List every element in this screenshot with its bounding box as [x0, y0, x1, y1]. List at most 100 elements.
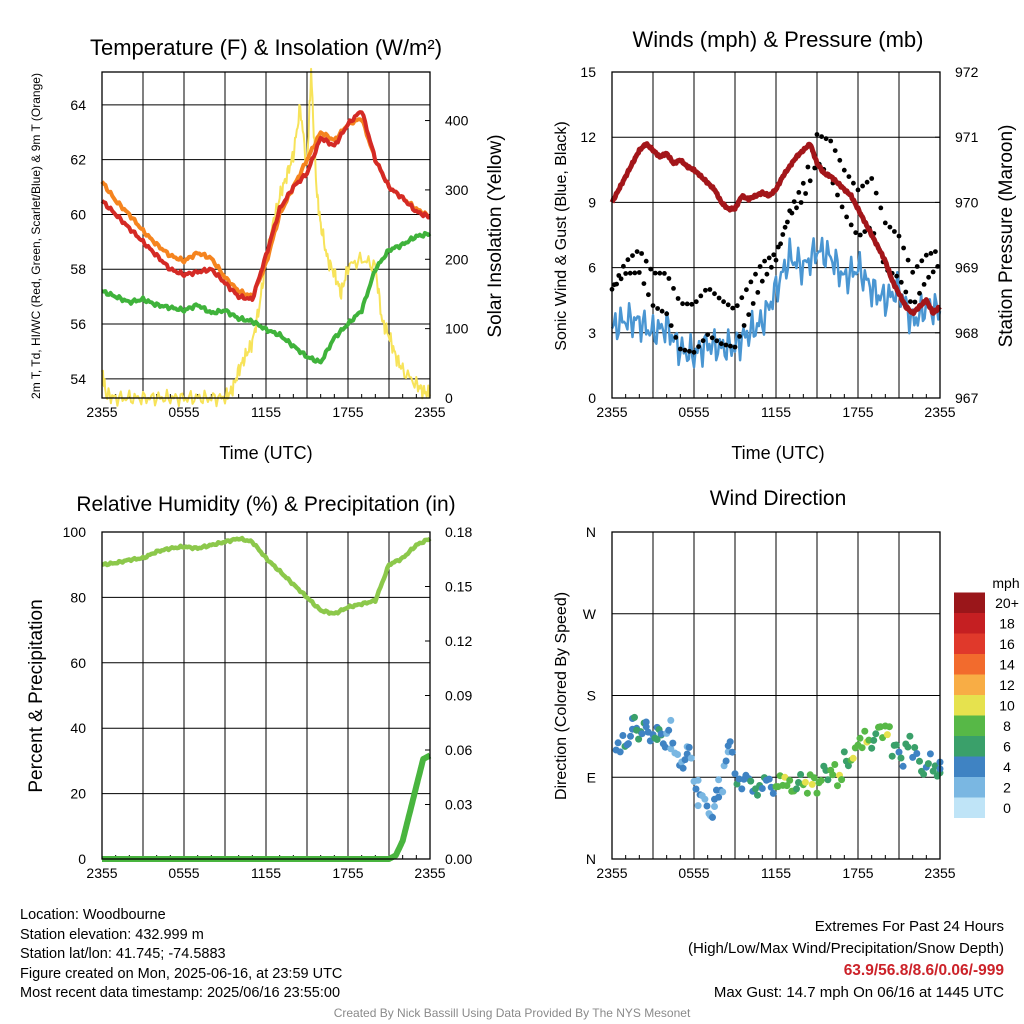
y2-tick-label: 200	[445, 251, 469, 267]
direction-point	[895, 748, 903, 756]
y2-tick-label: 968	[955, 325, 979, 341]
direction-point	[868, 744, 876, 752]
direction-point	[703, 802, 711, 810]
gust-point	[796, 190, 802, 195]
direction-point	[793, 785, 800, 793]
legend-label: 6	[1003, 738, 1011, 754]
gust-point	[618, 276, 624, 282]
gust-point	[894, 273, 900, 279]
direction-point	[669, 739, 677, 747]
y-tick-label: E	[587, 769, 596, 785]
direction-point	[642, 723, 650, 731]
direction-point	[653, 736, 661, 743]
y2-tick-label: 0.00	[445, 851, 472, 867]
gust-point	[693, 299, 699, 305]
legend-label: 20+	[995, 595, 1019, 611]
latlon-text: Station lat/lon: 41.745; -74.5883	[20, 946, 226, 962]
gust-point	[812, 165, 818, 171]
legend-label: 12	[999, 677, 1015, 693]
direction-point	[906, 732, 914, 740]
x-tick-label: 1755	[332, 404, 363, 420]
y-tick-label: 54	[70, 371, 86, 387]
gust-point	[627, 270, 633, 276]
gust-point	[905, 257, 911, 263]
direction-point	[856, 734, 864, 742]
direction-point	[831, 761, 839, 768]
humidity-panel: 2355 0555 1155 1755 2355 Relative Humidity (%…	[26, 493, 472, 881]
gust-point	[803, 191, 808, 196]
x-tick-label: 1155	[251, 404, 281, 420]
y-tick-label: 9	[588, 194, 596, 210]
x-tick-label: 0555	[678, 865, 709, 881]
direction-point	[924, 760, 932, 768]
direction-point	[844, 762, 852, 770]
y2-tick-label: 300	[445, 182, 469, 198]
x-axis-label: Time (UTC)	[219, 443, 312, 463]
direction-point	[694, 776, 702, 784]
gust-point	[794, 205, 799, 211]
direction-point	[883, 731, 891, 739]
gust-point	[851, 180, 856, 186]
y2-tick-label: 971	[955, 129, 979, 145]
gust-point	[705, 332, 711, 337]
gust-point	[737, 334, 742, 339]
y-axis-label: 2m T, Td, HI/WC (Red, Green, Scarlet/Blu…	[29, 73, 43, 399]
direction-point	[711, 803, 718, 810]
x-tick-label: 2355	[924, 865, 955, 881]
gust-point	[673, 335, 679, 340]
gust-point	[703, 287, 708, 293]
gust-point	[791, 199, 797, 205]
gust-point	[798, 200, 804, 205]
direction-point	[616, 748, 624, 756]
legend-swatch	[954, 797, 985, 818]
series-line-station-pressure	[609, 141, 942, 317]
direction-point	[870, 736, 878, 744]
legend-swatch	[954, 715, 985, 736]
direction-point	[885, 723, 893, 731]
gust-point	[780, 232, 786, 237]
gust-point	[666, 276, 672, 281]
panel-title: Wind Direction	[710, 487, 847, 510]
gust-point	[823, 136, 829, 142]
y2-axis-label: Station Pressure (Maroon)	[996, 125, 1017, 348]
gust-point	[835, 192, 840, 198]
gust-point	[896, 233, 902, 239]
panel-title: Temperature (F) & Insolation (W/m²)	[90, 35, 442, 60]
gust-point	[837, 157, 843, 163]
y-tick-label: 64	[70, 97, 86, 113]
y-axis-label: Sonic Wind & Gust (Blue, Black)	[553, 121, 570, 350]
x-tick-label: 0555	[678, 404, 709, 420]
gust-point	[903, 289, 909, 295]
gust-point	[696, 344, 701, 349]
gust-point	[634, 249, 640, 255]
y-tick-label: N	[586, 524, 596, 540]
gust-point	[766, 255, 772, 261]
gust-point	[714, 338, 720, 344]
y-axis-label: Direction (Colored By Speed)	[553, 592, 570, 800]
gust-point	[621, 263, 626, 269]
series-line-td	[101, 231, 432, 365]
gust-point	[689, 301, 695, 307]
winds-panel: 2355 0555 1155 1755 2355 Winds (mph) & Pressu…	[553, 27, 1017, 463]
x-tick-label: 1755	[332, 865, 363, 881]
gust-point	[873, 190, 879, 196]
gust-point	[680, 301, 685, 307]
gust-point	[832, 148, 838, 154]
extremes-subtitle: (High/Low/Max Wind/Precipitation/Snow De…	[688, 940, 1004, 957]
gust-point	[807, 178, 813, 184]
gust-point	[923, 252, 929, 258]
y-tick-label: 100	[63, 524, 87, 540]
gust-point	[769, 264, 774, 270]
gust-point	[773, 257, 779, 263]
x-tick-label: 1155	[761, 865, 791, 881]
direction-point	[861, 727, 869, 735]
gust-point	[641, 281, 647, 286]
x-tick-label: 2355	[596, 404, 627, 420]
y-tick-label: 12	[580, 129, 596, 145]
created-text: Figure created on Mon, 2025-06-16, at 23…	[20, 965, 343, 982]
station-info: Location: Woodbourne Station elevation: …	[20, 906, 342, 1004]
gust-point	[657, 270, 663, 276]
plot-border	[611, 531, 941, 860]
direction-point	[619, 732, 627, 739]
gust-point	[718, 341, 724, 347]
